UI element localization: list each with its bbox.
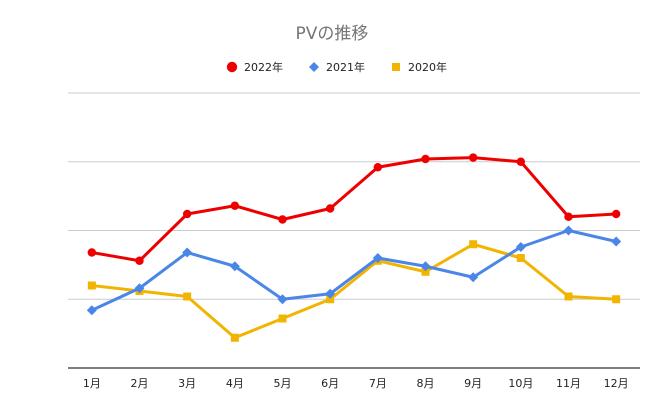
legend-item: 2022年 <box>226 60 283 74</box>
data-point <box>229 261 240 272</box>
series-2020年 <box>87 240 621 342</box>
legend: 2022年 2021年 2020年 <box>226 60 447 74</box>
data-point <box>469 240 478 249</box>
data-point <box>326 295 335 304</box>
data-point <box>87 281 96 290</box>
data-point <box>230 201 240 210</box>
data-point <box>421 267 430 276</box>
series-line <box>91 156 617 263</box>
x-tick-label: 9月 <box>464 377 482 390</box>
data-point <box>420 261 431 272</box>
legend-marker <box>226 61 238 73</box>
data-point <box>563 225 574 236</box>
x-tick-label: 3月 <box>178 377 196 390</box>
data-point <box>468 153 478 162</box>
legend-label: 2020年 <box>408 60 447 74</box>
data-point <box>182 247 193 258</box>
legend-marker <box>392 63 400 71</box>
data-point <box>611 209 621 219</box>
x-tick-label: 4月 <box>226 377 244 390</box>
x-tick-label: 2月 <box>131 377 149 390</box>
data-point <box>230 333 239 342</box>
data-point <box>564 292 573 301</box>
x-tick-label: 12月 <box>604 377 629 390</box>
series-line <box>91 242 617 340</box>
series-layer <box>86 153 622 342</box>
data-point <box>278 215 287 224</box>
legend-label: 2021年 <box>326 60 365 74</box>
x-tick-label: 6月 <box>321 377 339 390</box>
data-point <box>135 256 144 265</box>
series-2021年 <box>86 225 622 316</box>
data-point <box>86 305 97 316</box>
x-tick-label: 10月 <box>508 377 533 390</box>
data-point <box>278 314 287 323</box>
data-point <box>277 294 288 305</box>
data-point <box>421 154 430 164</box>
legend-item: 2020年 <box>392 60 447 74</box>
data-point <box>183 292 192 301</box>
x-tick-label: 8月 <box>417 377 435 390</box>
data-point <box>468 272 479 283</box>
data-point <box>516 254 525 262</box>
x-tick-label: 1月 <box>83 377 101 390</box>
data-point <box>134 283 145 294</box>
data-point <box>612 295 621 304</box>
data-point <box>182 209 192 219</box>
x-tick-label: 11月 <box>556 377 581 390</box>
series-2022年 <box>87 153 621 265</box>
x-tick-label: 7月 <box>369 377 387 390</box>
data-point <box>515 242 526 252</box>
chart-title: PVの推移 <box>296 24 369 44</box>
legend-item: 2021年 <box>309 60 365 74</box>
series-line <box>91 229 617 312</box>
grid-lines <box>68 92 640 369</box>
data-point <box>372 253 383 263</box>
data-point <box>564 212 573 221</box>
data-point <box>373 163 383 172</box>
data-point <box>325 204 335 213</box>
legend-marker <box>309 62 319 72</box>
data-point <box>87 248 97 257</box>
data-point <box>516 157 526 166</box>
x-axis-tick-labels: 1月 2月 3月 4月 5月 6月 7月 8月 9月 10月 11月 12月 <box>83 377 629 390</box>
x-tick-label: 5月 <box>274 377 292 390</box>
data-point <box>611 236 622 247</box>
data-point <box>325 288 336 299</box>
legend-label: 2022年 <box>244 60 283 74</box>
